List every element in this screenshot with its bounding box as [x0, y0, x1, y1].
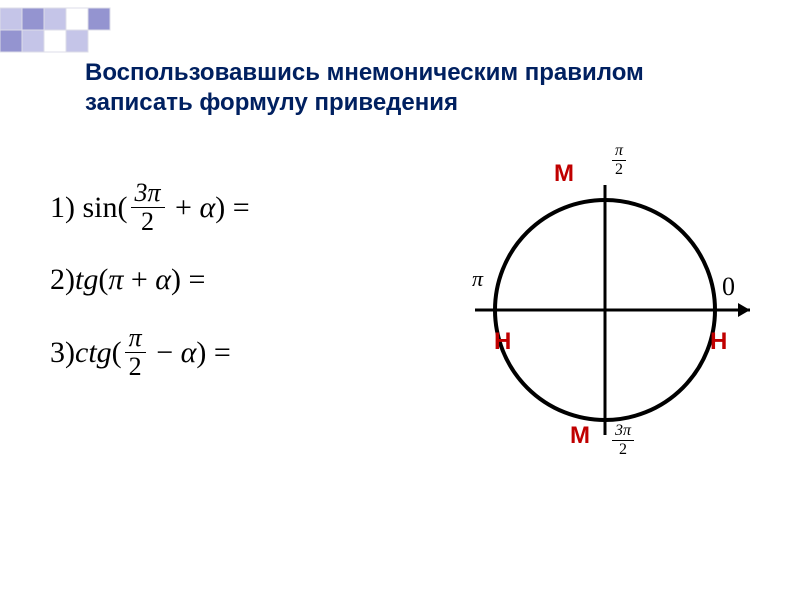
- formula-2-index: 2): [50, 263, 75, 297]
- formula-2: 2) tg ( π + α ) =: [50, 263, 410, 297]
- formula-1-close: ) =: [215, 191, 249, 225]
- formula-3-frac: π 2: [125, 325, 146, 380]
- x-axis-arrow: [738, 303, 750, 317]
- unit-circle-diagram: М М Н Н π π 2 3π 2 0: [440, 160, 770, 460]
- frac-num: π: [612, 143, 626, 161]
- formula-3-close: ) =: [196, 336, 230, 370]
- formula-2-fn: tg: [75, 263, 98, 297]
- formula-1-op: +: [175, 191, 192, 225]
- frac-num: 3π: [131, 180, 165, 208]
- formula-2-angle: π: [108, 263, 123, 297]
- label-h-left: Н: [494, 328, 511, 356]
- formula-2-op: +: [131, 263, 148, 297]
- unit-circle-svg: [440, 160, 770, 460]
- label-m-bottom: М: [570, 422, 590, 450]
- formula-2-close: ) =: [171, 263, 205, 297]
- formula-list: 1) sin( 3π 2 + α ) = 2) tg ( π + α ) = 3…: [50, 180, 410, 408]
- slide-decor: [0, 0, 120, 60]
- label-pi: π: [472, 266, 483, 292]
- formula-2-var: α: [155, 263, 171, 297]
- frac-den: 2: [141, 208, 154, 235]
- label-h-right: Н: [710, 328, 727, 356]
- frac-num: π: [125, 325, 146, 353]
- formula-3-var: α: [181, 336, 197, 370]
- formula-1-var: α: [199, 191, 215, 225]
- label-m-top: М: [554, 160, 574, 188]
- formula-3-open: (: [112, 336, 122, 370]
- formula-3-op: −: [156, 336, 173, 370]
- formula-1: 1) sin( 3π 2 + α ) =: [50, 180, 410, 235]
- formula-1-fn: sin(: [83, 191, 128, 225]
- formula-2-open: (: [98, 263, 108, 297]
- label-zero: 0: [722, 272, 735, 302]
- label-pi-over-2: π 2: [612, 142, 626, 178]
- formula-3: 3) ctg ( π 2 − α ) =: [50, 325, 410, 380]
- formula-1-frac: 3π 2: [131, 180, 165, 235]
- frac-den: 2: [615, 161, 623, 178]
- frac-den: 2: [129, 353, 142, 380]
- formula-3-index: 3): [50, 336, 75, 370]
- formula-3-fn: ctg: [75, 336, 112, 370]
- frac-den: 2: [619, 441, 627, 458]
- slide-title: Воспользовавшись мнемоническим правилом …: [85, 58, 740, 118]
- frac-num: 3π: [612, 423, 634, 441]
- label-3pi-over-2: 3π 2: [612, 422, 634, 458]
- formula-1-index: 1): [50, 191, 75, 225]
